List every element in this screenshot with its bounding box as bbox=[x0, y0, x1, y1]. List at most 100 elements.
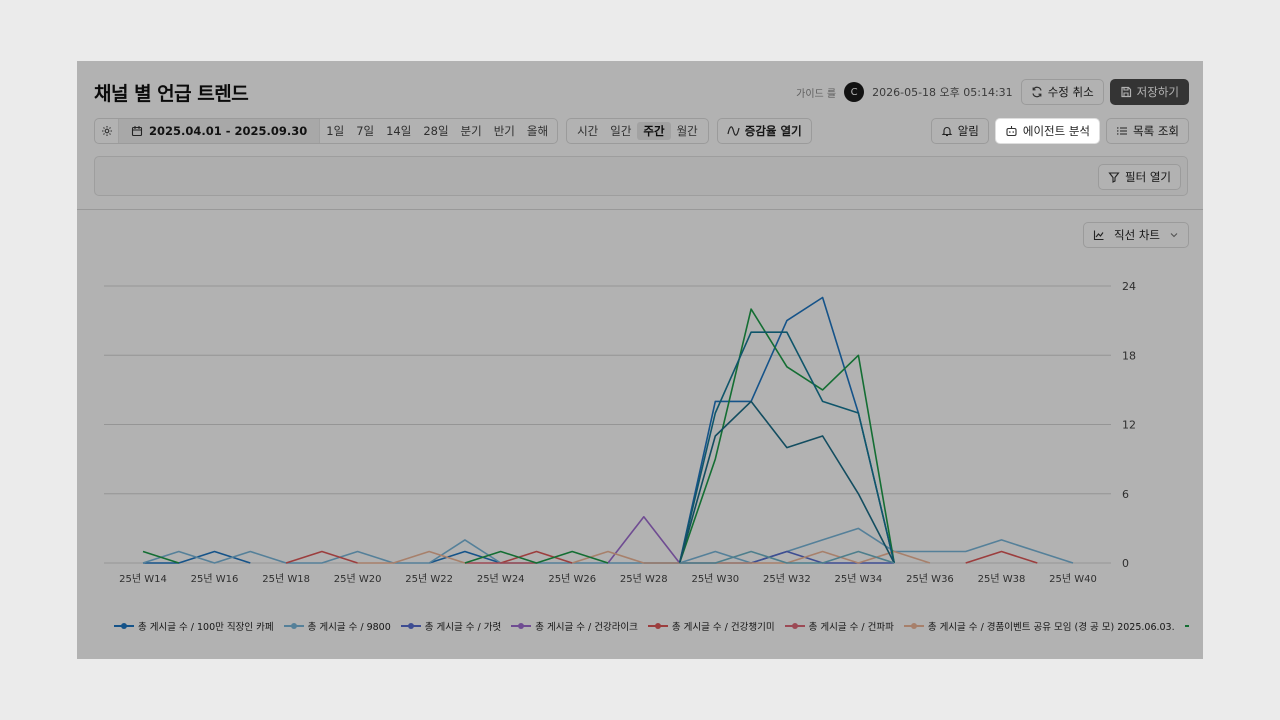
list-view-label: 목록 조회 bbox=[1133, 124, 1179, 138]
last-saved-timestamp: 2026-05-18 오후 05:14:31 bbox=[872, 86, 1013, 99]
x-tick-label: 25년 W20 bbox=[334, 573, 382, 585]
preset-quarter[interactable]: 분기 bbox=[460, 124, 482, 138]
x-tick-label: 25년 W38 bbox=[978, 573, 1026, 585]
x-tick-label: 25년 W30 bbox=[691, 573, 739, 585]
series-line[interactable] bbox=[679, 550, 895, 564]
y-tick-label: 24 bbox=[1122, 280, 1136, 293]
granularity-week[interactable]: 주간 bbox=[637, 122, 671, 140]
agent-analysis-label: 에이전트 분석 bbox=[1022, 124, 1091, 138]
filter-bar: 필터 열기 bbox=[94, 156, 1188, 196]
list-view-button[interactable]: 목록 조회 bbox=[1106, 118, 1189, 144]
legend-item[interactable]: 총 게시글 수 / 건파파 bbox=[784, 619, 894, 633]
robot-icon bbox=[1006, 126, 1017, 137]
series-line[interactable] bbox=[143, 296, 895, 564]
x-tick-label: 25년 W18 bbox=[262, 573, 310, 585]
series-segment bbox=[678, 400, 895, 564]
save-label: 저장하기 bbox=[1136, 85, 1179, 99]
series-line[interactable] bbox=[678, 331, 895, 564]
legend-label: 총 게시글 수 / 건강챙기미 bbox=[671, 622, 775, 633]
granularity-month[interactable]: 월간 bbox=[676, 124, 698, 138]
settings-button[interactable] bbox=[95, 119, 119, 143]
gear-icon bbox=[101, 126, 112, 136]
series-segment bbox=[571, 550, 931, 564]
preset-half[interactable]: 반기 bbox=[493, 124, 515, 138]
preset-7d[interactable]: 7일 bbox=[356, 124, 375, 138]
legend-swatch bbox=[647, 621, 668, 631]
granularity-hour[interactable]: 시간 bbox=[577, 124, 599, 138]
series-segment bbox=[142, 550, 180, 564]
alert-button[interactable]: 알림 bbox=[930, 118, 989, 144]
series-segment bbox=[428, 550, 501, 564]
date-range-group: 2025.04.01 - 2025.09.30 1일 7일 14일 28일 분기… bbox=[94, 118, 559, 144]
x-tick-label: 25년 W40 bbox=[1049, 573, 1097, 585]
toolbar: 2025.04.01 - 2025.09.30 1일 7일 14일 28일 분기… bbox=[94, 118, 812, 144]
line-chart-icon bbox=[1093, 230, 1104, 241]
legend-swatch bbox=[400, 621, 421, 631]
legend-item[interactable]: 총 게시글 수 / 경품이벤트 공유 모임 (경 공 모) 2025.06.03… bbox=[903, 619, 1175, 633]
x-tick-label: 25년 W32 bbox=[763, 573, 811, 585]
legend-label: 총 게시글 수 / 경품이벤트 공유 모임 (경 공 모) 2025.06.03… bbox=[927, 622, 1175, 633]
preset-1d[interactable]: 1일 bbox=[326, 124, 345, 138]
granularity-day[interactable]: 일간 bbox=[610, 124, 632, 138]
series-line[interactable] bbox=[285, 550, 1038, 564]
wave-icon bbox=[727, 126, 740, 136]
save-button[interactable]: 저장하기 bbox=[1109, 79, 1189, 105]
legend-item[interactable]: 총 게시글 수 / 건강챙기미 bbox=[647, 619, 775, 633]
series-segment bbox=[607, 515, 681, 564]
y-tick-label: 0 bbox=[1122, 557, 1129, 570]
agent-analysis-button[interactable]: 에이전트 분석 bbox=[994, 118, 1101, 144]
x-tick-label: 25년 W26 bbox=[548, 573, 596, 585]
legend-label: 총 게시글 수 / 100만 직장인 카페 bbox=[138, 622, 274, 633]
alert-label: 알림 bbox=[957, 124, 979, 138]
x-tick-label: 25년 W24 bbox=[477, 573, 525, 585]
y-tick-label: 18 bbox=[1122, 349, 1136, 362]
y-tick-label: 6 bbox=[1122, 488, 1129, 501]
legend-item[interactable]: 총 게시글 bbox=[1184, 619, 1189, 633]
page-title: 채널 별 언급 트렌드 bbox=[94, 83, 249, 105]
report-panel: 채널 별 언급 트렌드 가이드 를 C 2026-05-18 오후 05:14:… bbox=[77, 61, 1203, 659]
save-icon bbox=[1121, 86, 1131, 98]
legend-item[interactable]: 총 게시글 수 / 건강라이크 bbox=[511, 619, 638, 633]
series-line[interactable] bbox=[607, 515, 681, 564]
chart-legend: 총 게시글 수 / 100만 직장인 카페 총 게시글 수 / 9800 총 게시글… bbox=[114, 619, 1189, 633]
series-line[interactable] bbox=[142, 308, 895, 564]
trend-line-chart: 0 6 12 18 24 25년 W14 25년 W16 25년 W18 25년 W20 25년 … bbox=[104, 280, 1136, 585]
legend-swatch bbox=[283, 621, 304, 631]
series-line[interactable] bbox=[357, 550, 931, 564]
date-range-picker[interactable]: 2025.04.01 - 2025.09.30 bbox=[119, 119, 321, 143]
cancel-edit-label: 수정 취소 bbox=[1047, 85, 1094, 99]
funnel-icon bbox=[1108, 172, 1120, 183]
bell-icon bbox=[941, 127, 953, 137]
legend-item[interactable]: 총 게시글 수 / 9800 bbox=[283, 619, 391, 633]
chart-type-label: 직선 차트 bbox=[1114, 228, 1160, 242]
series-segment bbox=[142, 527, 1074, 564]
series-line[interactable] bbox=[142, 527, 1074, 564]
toolbar-right: 알림 에이전트 분석 목록 조회 bbox=[930, 118, 1189, 144]
x-tick-label: 25년 W36 bbox=[906, 573, 954, 585]
legend-label: 총 게시글 수 / 가렷 bbox=[424, 622, 502, 633]
chart-type-select[interactable]: 직선 차트 bbox=[1083, 222, 1189, 248]
change-rate-button[interactable]: 증감율 열기 bbox=[716, 118, 812, 144]
legend-item[interactable]: 총 게시글 수 / 100만 직장인 카페 bbox=[114, 619, 274, 633]
header-actions: 가이드 를 C 2026-05-18 오후 05:14:31 수정 취소 저장하… bbox=[796, 79, 1189, 105]
series-line[interactable] bbox=[678, 400, 895, 564]
series-segment bbox=[678, 331, 895, 564]
open-filter-button[interactable]: 필터 열기 bbox=[1098, 164, 1181, 190]
avatar[interactable]: C bbox=[844, 82, 865, 102]
open-filter-label: 필터 열기 bbox=[1125, 170, 1171, 184]
series-segment bbox=[464, 550, 609, 564]
legend-item[interactable]: 총 게시글 수 / 가렷 bbox=[400, 619, 502, 633]
legend-swatch bbox=[114, 621, 134, 631]
preset-this-year[interactable]: 올해 bbox=[526, 124, 549, 138]
guide-label[interactable]: 가이드 를 bbox=[796, 88, 837, 100]
change-rate-label: 증감율 열기 bbox=[744, 124, 802, 138]
section-divider bbox=[77, 209, 1203, 210]
legend-label: 총 게시글 수 / 건파파 bbox=[808, 622, 894, 633]
preset-28d[interactable]: 28일 bbox=[423, 124, 449, 138]
series-segment bbox=[357, 550, 466, 564]
cancel-edit-button[interactable]: 수정 취소 bbox=[1020, 79, 1104, 105]
preset-14d[interactable]: 14일 bbox=[386, 124, 412, 138]
legend-label: 총 게시글 수 / 9800 bbox=[307, 622, 391, 633]
legend-swatch bbox=[903, 621, 924, 631]
x-tick-label: 25년 W28 bbox=[620, 573, 668, 585]
